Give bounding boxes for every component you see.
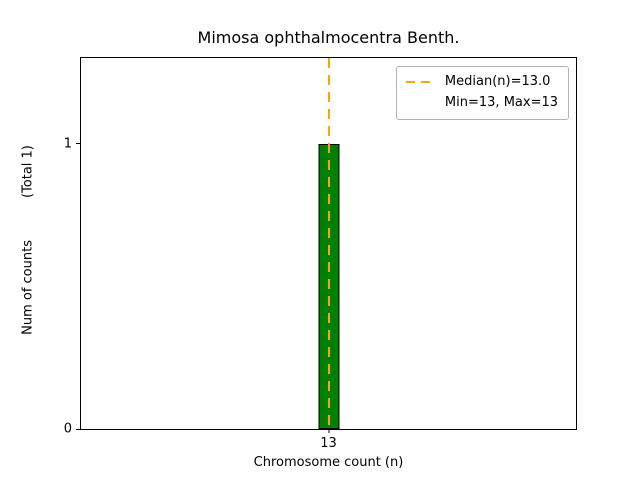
legend-sample-empty [406,102,436,104]
legend-entry-median: Median(n)=13.0 [405,74,558,90]
legend-entry-minmax: Min=13, Max=13 [406,95,558,111]
y-tick-label: 0 [63,421,72,437]
dashed-line-icon [405,81,436,84]
median-line [327,58,330,429]
y-axis-label: Num of counts (Total 1) [21,145,36,335]
plot-area: 0 1 13 Median(n)=13.0 Min=13, Max=13 [64,57,577,450]
legend-label-minmax: Min=13, Max=13 [444,95,558,111]
y-axis-total-text: (Total 1) [20,145,36,199]
x-tick-mark [328,429,329,433]
legend-label-median: Median(n)=13.0 [444,74,551,89]
x-tick-label: 13 [320,436,337,451]
chart-title: Mimosa ophthalmocentra Benth. [197,28,460,47]
legend: Median(n)=13.0 Min=13, Max=13 [395,66,569,120]
y-axis-label-text: Num of counts [20,240,36,335]
y-tick-mark [76,428,80,430]
y-tick-label: 1 [63,136,72,152]
y-tick-mark [76,143,80,145]
x-axis-label: Chromosome count (n) [253,455,404,470]
